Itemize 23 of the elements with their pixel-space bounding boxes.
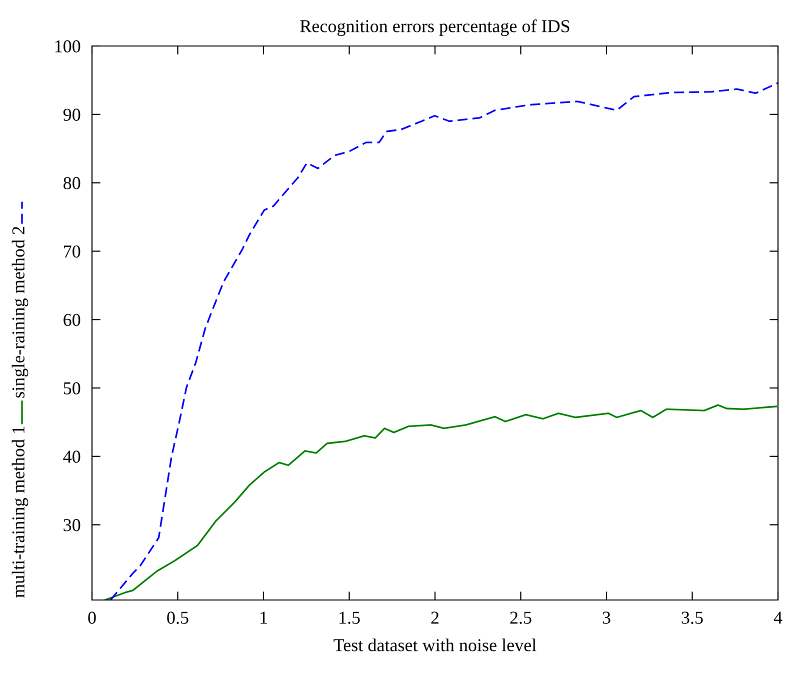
chart-title: Recognition errors percentage of IDS [300,19,570,36]
line-series [104,404,778,600]
x-tick-label: 1.5 [340,612,360,624]
x-tick-label: 4 [774,612,782,624]
y-tick-label: 90 [63,108,80,121]
y-tick-label: 100 [55,40,80,52]
y-tick-label: 70 [64,245,80,258]
x-tick-label: 3.5 [682,612,703,624]
x-tick-label: 0.5 [167,612,188,624]
y-tick-label: 50 [64,382,80,394]
x-tick-label: 3 [602,612,610,624]
x-tick-label: 2.5 [510,612,532,624]
x-tick-label: 1 [260,612,267,624]
y-tick-label: 40 [63,450,80,463]
legend-label: single-raining method 2 [12,226,28,398]
y-tick-label: 30 [64,519,80,532]
x-axis-title: Test dataset with noise level [334,638,536,652]
legend-label: multi-training method 1 [12,426,28,598]
line-series [110,82,778,600]
x-tick-label: 2 [431,612,439,624]
y-tick-label: 80 [64,177,80,190]
x-tick-label: 0 [88,612,96,624]
y-tick-label: 60 [64,314,80,326]
